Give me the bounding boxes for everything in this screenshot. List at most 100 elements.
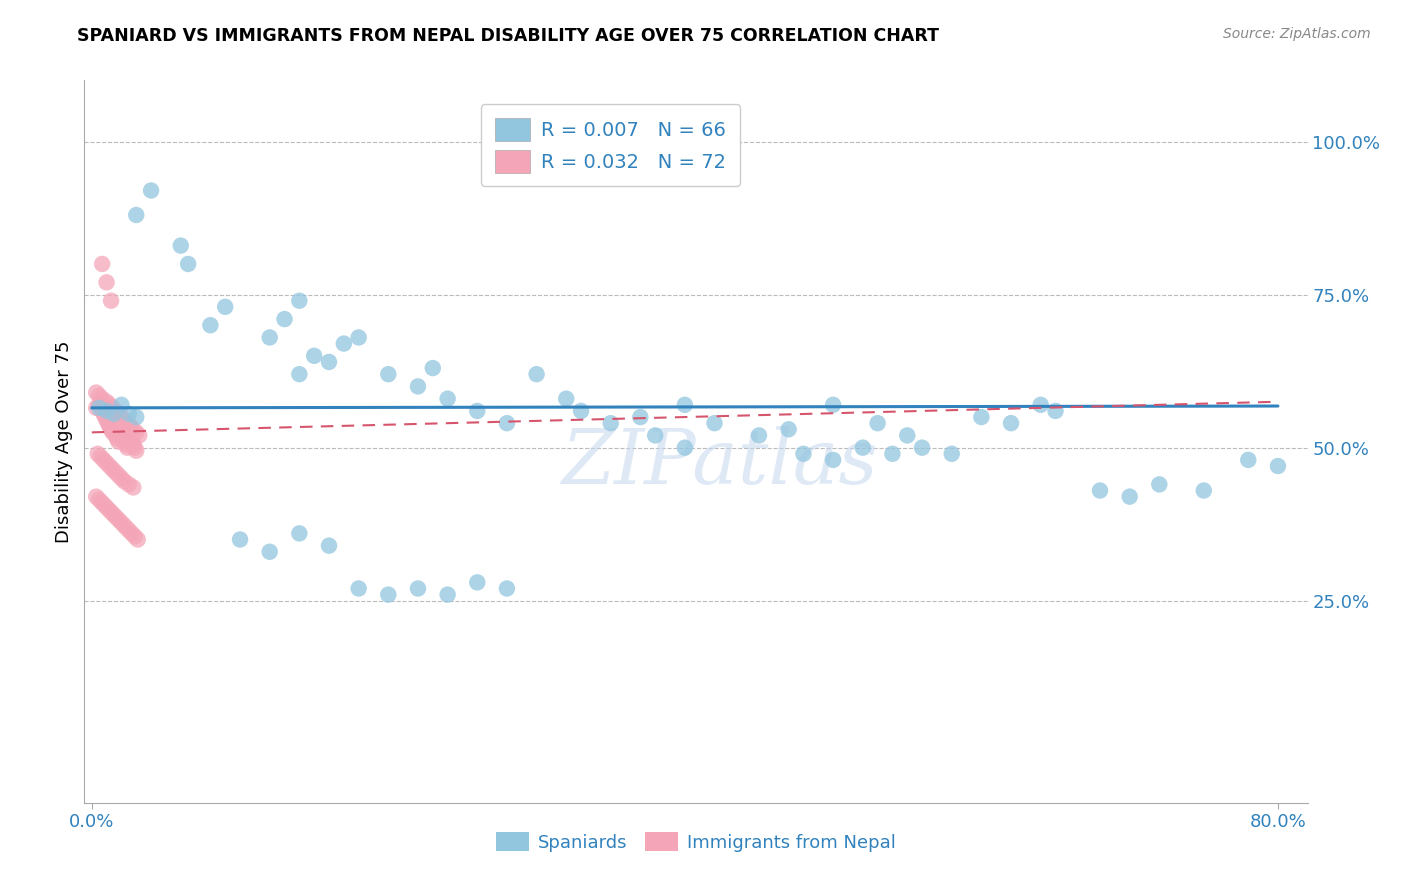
Point	[170, 238, 193, 252]
Point	[108, 514, 131, 528]
Point	[436, 588, 458, 602]
Point	[110, 471, 132, 485]
Point	[866, 416, 889, 430]
Point	[110, 398, 132, 412]
Point	[107, 434, 129, 449]
Point	[118, 428, 141, 442]
Point	[273, 312, 295, 326]
Point	[91, 496, 114, 510]
Point	[115, 520, 138, 534]
Point	[1267, 458, 1289, 473]
Point	[347, 330, 370, 344]
Point	[101, 425, 124, 440]
Point	[86, 447, 108, 461]
Point	[118, 477, 141, 491]
Point	[101, 462, 124, 476]
Point	[318, 539, 340, 553]
Point	[128, 428, 150, 442]
Point	[117, 441, 139, 455]
Point	[318, 355, 340, 369]
Point	[96, 456, 118, 470]
Point	[112, 413, 135, 427]
Point	[347, 582, 370, 596]
Point	[1000, 416, 1022, 430]
Point	[673, 441, 696, 455]
Point	[125, 443, 148, 458]
Point	[1118, 490, 1140, 504]
Point	[422, 361, 444, 376]
Point	[127, 533, 149, 547]
Point	[89, 401, 111, 415]
Point	[333, 336, 356, 351]
Point	[628, 410, 651, 425]
Point	[93, 453, 115, 467]
Point	[496, 416, 519, 430]
Point	[105, 432, 128, 446]
Point	[214, 300, 236, 314]
Point	[406, 379, 429, 393]
Point	[98, 458, 121, 473]
Point	[177, 257, 200, 271]
Point	[970, 410, 993, 425]
Point	[569, 404, 592, 418]
Point	[91, 392, 114, 406]
Point	[107, 468, 129, 483]
Point	[108, 425, 131, 440]
Point	[104, 465, 127, 479]
Point	[139, 184, 162, 198]
Point	[200, 318, 222, 333]
Point	[101, 401, 124, 415]
Point	[110, 428, 132, 442]
Point	[882, 447, 904, 461]
Point	[792, 447, 814, 461]
Point	[89, 389, 111, 403]
Point	[852, 441, 875, 455]
Point	[125, 425, 148, 440]
Point	[118, 407, 141, 421]
Point	[90, 450, 112, 464]
Point	[599, 416, 621, 430]
Point	[124, 441, 146, 455]
Point	[84, 490, 107, 504]
Point	[121, 526, 143, 541]
Point	[125, 410, 148, 425]
Point	[644, 428, 666, 442]
Point	[98, 419, 121, 434]
Point	[288, 293, 311, 308]
Point	[1029, 398, 1052, 412]
Point	[100, 505, 122, 519]
Point	[91, 257, 114, 271]
Point	[122, 422, 145, 436]
Point	[406, 582, 429, 596]
Point	[103, 422, 125, 436]
Point	[104, 404, 127, 418]
Point	[288, 367, 311, 381]
Point	[941, 447, 963, 461]
Point	[100, 293, 122, 308]
Point	[97, 416, 120, 430]
Point	[89, 398, 111, 412]
Point	[100, 422, 122, 436]
Point	[778, 422, 800, 436]
Point	[103, 407, 125, 421]
Point	[122, 437, 145, 451]
Point	[465, 404, 488, 418]
Point	[112, 434, 135, 449]
Point	[120, 432, 142, 446]
Point	[111, 432, 134, 446]
Point	[96, 413, 118, 427]
Point	[121, 434, 143, 449]
Point	[748, 428, 770, 442]
Point	[96, 404, 118, 418]
Point	[94, 410, 117, 425]
Point	[465, 575, 488, 590]
Point	[302, 349, 325, 363]
Point	[1237, 453, 1260, 467]
Point	[673, 398, 696, 412]
Text: Source: ZipAtlas.com: Source: ZipAtlas.com	[1223, 27, 1371, 41]
Point	[823, 453, 845, 467]
Point	[911, 441, 934, 455]
Point	[259, 330, 281, 344]
Point	[229, 533, 252, 547]
Point	[110, 410, 132, 425]
